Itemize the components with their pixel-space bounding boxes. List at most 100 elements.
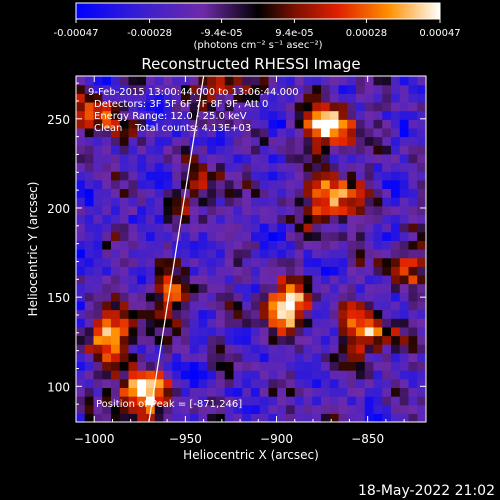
heatmap-cell xyxy=(242,335,252,345)
heatmap-cell xyxy=(417,318,426,328)
heatmap-cell xyxy=(128,110,138,120)
heatmap-cell xyxy=(111,171,121,181)
heatmap-cell xyxy=(233,257,243,267)
heatmap-cell xyxy=(224,292,235,302)
heatmap-cell xyxy=(259,266,270,276)
heatmap-cell xyxy=(417,249,426,259)
heatmap-cell xyxy=(172,404,182,414)
heatmap-cell xyxy=(181,119,191,129)
heatmap-cell xyxy=(163,266,173,276)
heatmap-cell xyxy=(251,162,261,172)
heatmap-cell xyxy=(382,413,392,422)
heatmap-cell xyxy=(242,274,252,285)
heatmap-cell xyxy=(312,93,322,103)
heatmap-cell xyxy=(93,153,103,164)
annotation-block: 9-Feb-2015 13:00:44.000 to 13:06:44.000 … xyxy=(88,87,299,134)
heatmap-cell xyxy=(172,326,182,337)
heatmap-cell xyxy=(137,404,147,414)
heatmap-cell xyxy=(93,352,103,363)
heatmap-cell xyxy=(154,283,165,293)
heatmap-cell xyxy=(163,361,173,371)
heatmap-cell xyxy=(277,387,287,397)
heatmap-cell xyxy=(329,283,340,293)
heatmap-cell xyxy=(338,344,348,354)
heatmap-cell xyxy=(294,396,305,406)
heatmap-cell xyxy=(373,76,383,86)
heatmap-cell xyxy=(329,101,340,112)
heatmap-cell xyxy=(137,162,147,172)
heatmap-cell xyxy=(338,292,348,302)
heatmap-cell xyxy=(338,101,348,112)
heatmap-cell xyxy=(128,240,138,250)
heatmap-cell xyxy=(216,257,226,267)
heatmap-cell xyxy=(137,326,147,337)
heatmap-cell xyxy=(111,352,121,363)
heatmap-cell xyxy=(417,300,426,311)
heatmap-cell xyxy=(216,119,226,129)
heatmap-cell xyxy=(233,84,243,94)
heatmap-cell xyxy=(338,76,348,86)
heatmap-cell xyxy=(181,318,191,328)
heatmap-cell xyxy=(399,318,410,328)
heatmap-cell xyxy=(181,352,191,363)
heatmap-cell xyxy=(172,378,182,388)
heatmap-cell xyxy=(364,292,375,302)
heatmap-cell xyxy=(321,162,331,172)
heatmap-cell xyxy=(268,119,278,129)
heatmap-cell xyxy=(84,231,95,241)
heatmap-cell xyxy=(391,119,401,129)
heatmap-cell xyxy=(268,300,278,311)
heatmap-cell xyxy=(242,179,252,190)
annotation-time-range: 9-Feb-2015 13:00:44.000 to 13:06:44.000 xyxy=(88,87,299,98)
heatmap-cell xyxy=(329,404,340,414)
heatmap-cell xyxy=(233,387,243,397)
heatmap-cell xyxy=(408,370,418,380)
heatmap-cell xyxy=(329,292,340,302)
heatmap-cell xyxy=(277,266,287,276)
heatmap-cell xyxy=(154,257,165,267)
heatmap-cell xyxy=(399,292,410,302)
heatmap-cell xyxy=(338,110,348,120)
heatmap-cell xyxy=(181,309,191,319)
heatmap-cell xyxy=(146,300,156,311)
heatmap-cell xyxy=(312,119,322,129)
heatmap-cell xyxy=(356,214,366,224)
heatmap-cell xyxy=(417,110,426,120)
heatmap-cell xyxy=(119,145,130,155)
heatmap-cell xyxy=(277,361,287,371)
heatmap-cell xyxy=(391,84,401,94)
heatmap-cell xyxy=(312,370,322,380)
heatmap-cell xyxy=(207,352,217,363)
heatmap-cell xyxy=(286,110,296,120)
heatmap-cell xyxy=(146,283,156,293)
heatmap-cell xyxy=(251,292,261,302)
solar-limb-line xyxy=(148,76,205,422)
heatmap-cell xyxy=(128,283,138,293)
heatmap-cell xyxy=(286,223,296,233)
heatmap-cell xyxy=(338,396,348,406)
heatmap-cell xyxy=(128,93,138,103)
heatmap-cell xyxy=(329,387,340,397)
heatmap-cell xyxy=(329,352,340,363)
heatmap-cell xyxy=(189,283,200,293)
heatmap-cell xyxy=(93,326,103,337)
chart-title: Reconstructed RHESSI Image xyxy=(141,55,360,73)
heatmap-cell xyxy=(303,335,313,345)
footer-timestamp: 18-May-2022 21:02 xyxy=(358,483,495,499)
heatmap-cell xyxy=(321,214,331,224)
heatmap-cell xyxy=(347,214,357,224)
heatmap-cell xyxy=(198,387,208,397)
heatmap-cell xyxy=(268,145,278,155)
heatmap-cell xyxy=(198,318,208,328)
heatmap-cell xyxy=(102,162,112,172)
heatmap-cell xyxy=(76,214,86,224)
heatmap-cell xyxy=(338,205,348,215)
heatmap-cell xyxy=(111,249,121,259)
heatmap-cell xyxy=(268,387,278,397)
heatmap-cell xyxy=(128,223,138,233)
heatmap-cell xyxy=(102,378,112,388)
heatmap-cell xyxy=(233,171,243,181)
heatmap-cell xyxy=(163,223,173,233)
heatmap-cell xyxy=(417,179,426,190)
heatmap-cell xyxy=(128,300,138,311)
